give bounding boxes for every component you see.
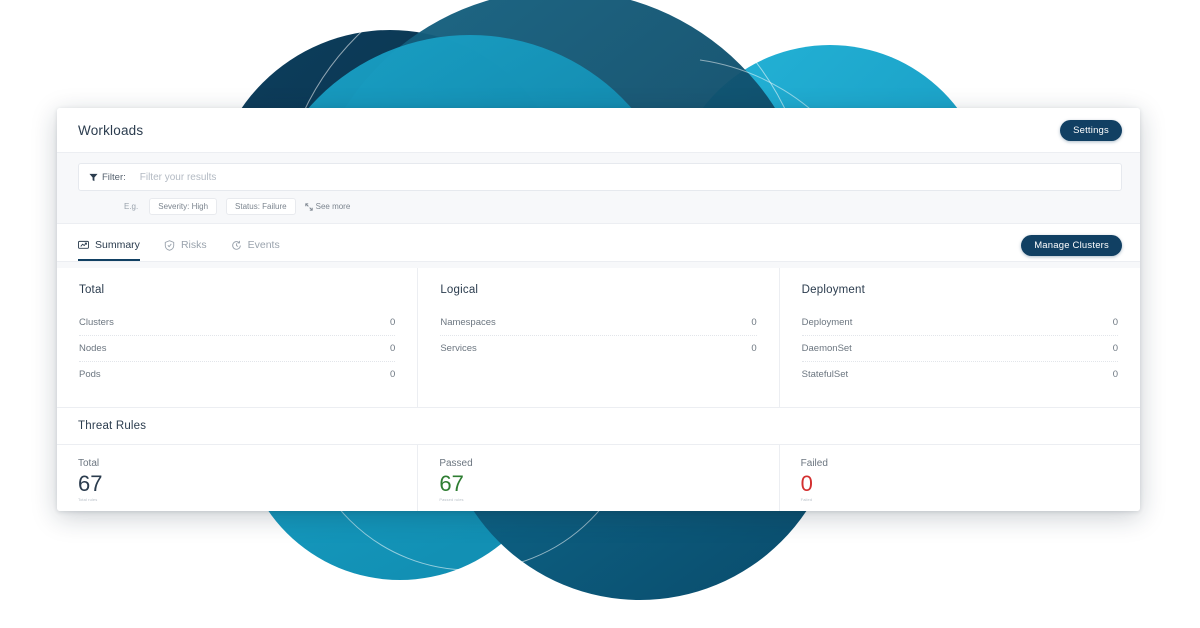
settings-button[interactable]: Settings xyxy=(1060,119,1122,141)
summary-cards: Total Clusters 0 Nodes 0 Pods 0 Logical … xyxy=(57,262,1140,407)
manage-clusters-button[interactable]: Manage Clusters xyxy=(1021,235,1122,256)
threat-label: Total xyxy=(78,458,100,469)
threat-label: Failed xyxy=(800,458,828,469)
card-total: Total Clusters 0 Nodes 0 Pods 0 xyxy=(57,268,418,407)
filter-label-group: Filter: xyxy=(89,172,126,183)
tab-risks-label: Risks xyxy=(180,239,207,251)
stat-value: 0 xyxy=(751,343,757,354)
filter-chip-severity[interactable]: Severity: High xyxy=(149,198,218,215)
stat-row-deployment: Deployment 0 xyxy=(802,310,1118,335)
stat-value: 0 xyxy=(390,369,396,380)
see-more-label: See more xyxy=(315,202,351,211)
filter-label-text: Filter: xyxy=(102,171,126,183)
threat-sub: Passed rules xyxy=(439,497,464,503)
threat-col-passed: Passed 67 Passed rules xyxy=(417,445,778,511)
card-logical: Logical Namespaces 0 Services 0 xyxy=(417,268,779,407)
card-deployment-title: Deployment xyxy=(801,284,866,296)
summary-screen-icon xyxy=(78,240,89,251)
threat-sub: Total rules xyxy=(78,497,98,503)
tab-risks[interactable]: Risks xyxy=(164,224,207,261)
threat-sub: Failed xyxy=(800,497,813,503)
filter-examples: E.g. Severity: High Status: Failure See … xyxy=(78,198,1122,215)
card-logical-title: Logical xyxy=(440,284,479,296)
stat-row-daemonset: DaemonSet 0 xyxy=(801,335,1118,361)
filter-chip-status[interactable]: Status: Failure xyxy=(226,198,296,215)
stat-value: 0 xyxy=(1112,369,1118,380)
stat-label: Namespaces xyxy=(440,317,496,328)
stat-value: 0 xyxy=(1112,317,1118,328)
filter-bar[interactable]: Filter: xyxy=(78,163,1122,191)
stat-row-clusters: Clusters 0 xyxy=(79,310,395,335)
expand-icon xyxy=(304,202,313,211)
stat-label: Services xyxy=(440,343,477,354)
threat-col-failed: Failed 0 Failed xyxy=(778,445,1140,511)
filter-section: Filter: E.g. Severity: High Status: Fail… xyxy=(57,153,1140,224)
threat-rules-columns: Total 67 Total rules Passed 67 Passed ru… xyxy=(57,445,1140,511)
stat-row-nodes: Nodes 0 xyxy=(79,335,396,361)
see-more-button[interactable]: See more xyxy=(304,202,351,211)
threat-value: 67 xyxy=(78,471,103,496)
stat-value: 0 xyxy=(751,317,757,328)
tab-list: Summary Risks xyxy=(78,224,280,261)
threat-value: 0 xyxy=(800,471,813,496)
filter-input[interactable] xyxy=(139,171,1111,183)
stat-label: Deployment xyxy=(801,317,853,328)
page-title: Workloads xyxy=(78,122,144,138)
threat-label: Passed xyxy=(439,458,473,469)
workloads-panel: Workloads Settings Filter: E.g. Severity… xyxy=(57,108,1140,511)
card-deployment: Deployment Deployment 0 DaemonSet 0 Stat… xyxy=(778,268,1140,407)
card-total-title: Total xyxy=(79,284,105,296)
panel-header: Workloads Settings xyxy=(57,108,1140,153)
threat-col-total: Total 67 Total rules xyxy=(57,445,417,511)
stat-row-statefulset: StatefulSet 0 xyxy=(801,361,1118,387)
stat-label: StatefulSet xyxy=(801,369,849,380)
stat-label: DaemonSet xyxy=(801,343,852,354)
stat-value: 0 xyxy=(390,317,396,328)
stat-value: 0 xyxy=(1112,343,1118,354)
threat-value: 67 xyxy=(439,471,464,496)
tab-summary[interactable]: Summary xyxy=(78,224,140,261)
stat-value: 0 xyxy=(390,343,396,354)
stat-label: Pods xyxy=(79,369,101,380)
tab-events[interactable]: Events xyxy=(231,224,280,261)
manage-clusters-wrap: Manage Clusters xyxy=(1021,235,1122,256)
stat-label: Clusters xyxy=(79,317,114,328)
threat-rules-title: Threat Rules xyxy=(57,407,1140,445)
stat-row-services: Services 0 xyxy=(440,335,757,361)
eg-label: E.g. xyxy=(124,202,139,211)
tab-events-label: Events xyxy=(247,239,280,251)
tab-summary-label: Summary xyxy=(95,239,140,251)
tabs-bar: Summary Risks xyxy=(57,224,1140,262)
risks-shield-icon xyxy=(164,240,175,251)
stat-label: Nodes xyxy=(79,343,107,354)
stat-row-pods: Pods 0 xyxy=(79,361,396,387)
funnel-icon xyxy=(89,173,98,181)
stat-row-namespaces: Namespaces 0 xyxy=(440,310,756,335)
events-clock-icon xyxy=(231,240,242,251)
